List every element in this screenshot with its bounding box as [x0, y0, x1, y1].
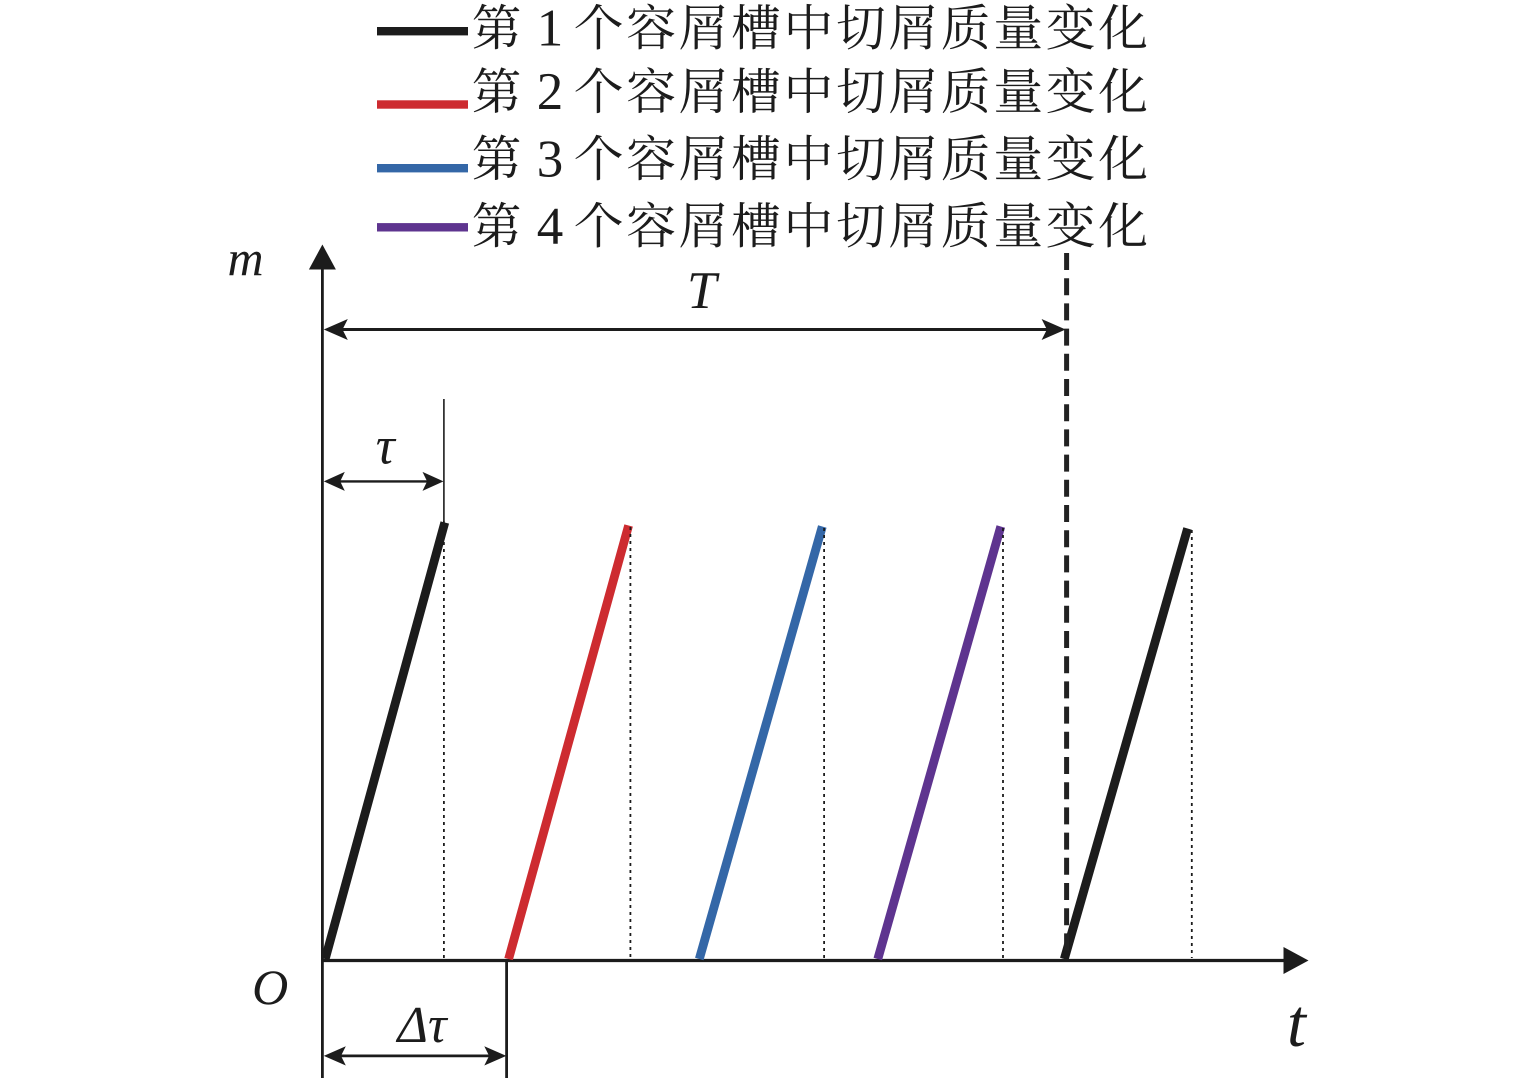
svg-text:m: m — [228, 230, 264, 286]
svg-text:Δτ: Δτ — [396, 997, 450, 1054]
svg-text:4: 4 — [537, 198, 564, 256]
svg-text:O: O — [252, 959, 288, 1015]
svg-text:T: T — [687, 262, 720, 320]
svg-text:3: 3 — [537, 130, 564, 188]
svg-text:τ: τ — [376, 418, 397, 476]
svg-text:2: 2 — [537, 63, 564, 121]
svg-text:1: 1 — [537, 0, 564, 58]
svg-text:t: t — [1287, 985, 1308, 1061]
